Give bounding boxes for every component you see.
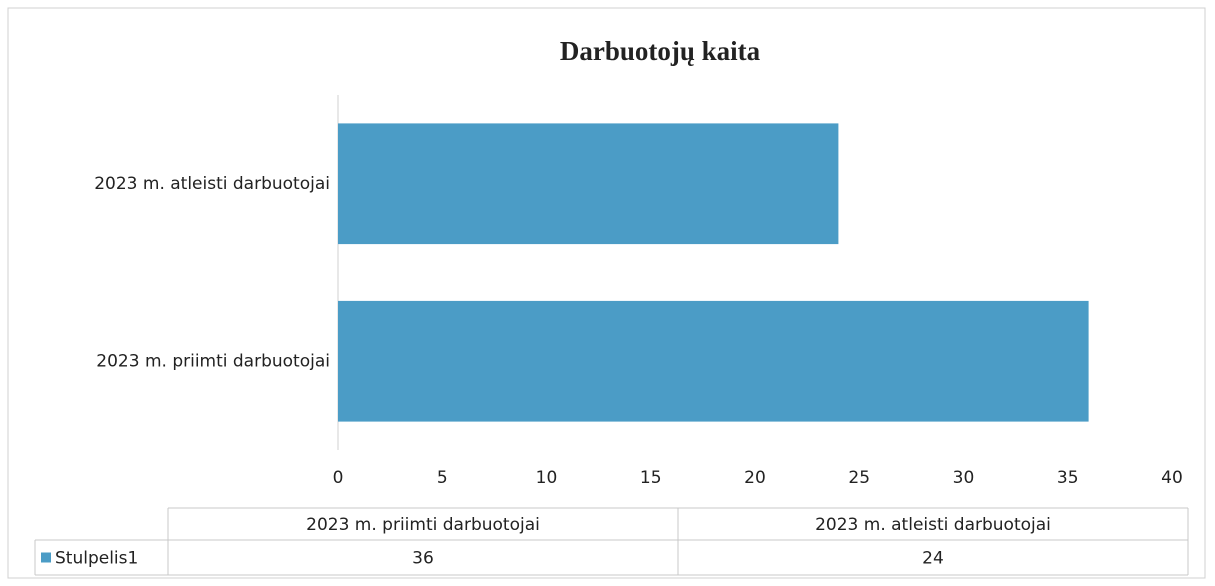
x-tick-label: 15 bbox=[640, 468, 662, 488]
bar bbox=[338, 300, 1089, 422]
bar bbox=[338, 123, 839, 245]
x-tick-label: 10 bbox=[536, 468, 558, 488]
table-header: 2023 m. atleisti darbuotojai bbox=[815, 515, 1051, 535]
x-tick-label: 5 bbox=[437, 468, 448, 488]
chart-title: Darbuotojų kaita bbox=[560, 36, 761, 66]
x-tick-label: 25 bbox=[848, 468, 870, 488]
legend-key bbox=[41, 552, 51, 563]
table-value: 24 bbox=[922, 549, 944, 569]
chart-frame bbox=[7, 7, 1206, 579]
y-tick-label: 2023 m. priimti darbuotojai bbox=[96, 351, 330, 371]
x-tick-label: 35 bbox=[1057, 468, 1079, 488]
table-header: 2023 m. priimti darbuotojai bbox=[306, 515, 540, 535]
y-tick-label: 2023 m. atleisti darbuotojai bbox=[94, 174, 330, 194]
legend-label: Stulpelis1 bbox=[55, 549, 138, 569]
x-tick-label: 0 bbox=[333, 468, 344, 488]
x-tick-label: 40 bbox=[1161, 468, 1183, 488]
table-value: 36 bbox=[412, 549, 434, 569]
x-tick-label: 30 bbox=[953, 468, 975, 488]
x-tick-label: 20 bbox=[744, 468, 766, 488]
